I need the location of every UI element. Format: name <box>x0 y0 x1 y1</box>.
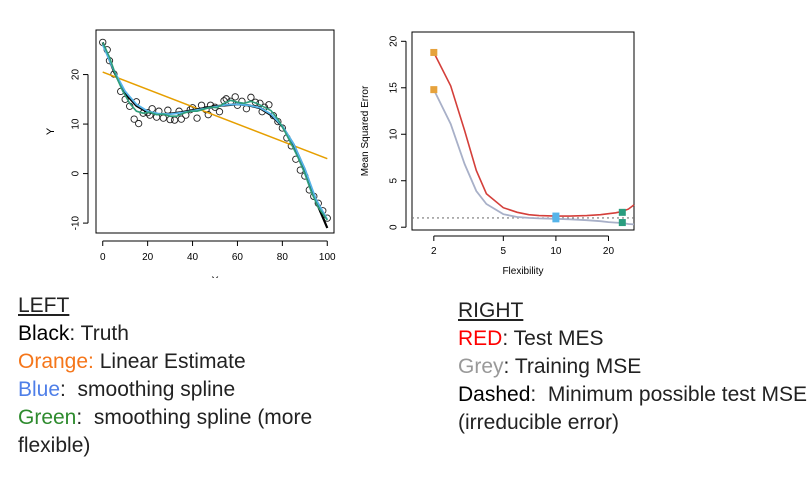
left-y-tick-label: -10 <box>71 215 82 230</box>
right-y-axis-label: Mean Squared Error <box>360 85 371 176</box>
left-x-tick-label: 80 <box>277 252 289 263</box>
legend-right-item: Dashed: Minimum possible test MSE (irred… <box>458 381 807 437</box>
legend-right-item-key: RED <box>458 327 503 350</box>
right-x-tick-label: 2 <box>431 246 437 257</box>
left-y-tick-label: 10 <box>71 118 82 130</box>
legend-right: RIGHT RED: Test MES Grey: Training MSE Das… <box>458 297 807 437</box>
left-truth-line <box>101 42 329 229</box>
right-y-tick-label: 10 <box>389 128 400 140</box>
right-x-axis-label: Flexibility <box>502 266 543 277</box>
left-data-point <box>242 105 251 113</box>
right-x-tick-label: 5 <box>501 246 507 257</box>
right-y-tick-label: 20 <box>389 35 400 47</box>
legend-right-item-text: Minimum possible test MSE (irreducible e… <box>458 383 807 434</box>
legend-right-item-key: Dashed <box>458 383 531 406</box>
legend-right-item-separator: : <box>503 355 510 378</box>
left-data-point <box>130 115 138 123</box>
left-x-tick-label: 0 <box>100 252 106 263</box>
legend-right-item-separator: : <box>502 327 509 350</box>
right-mse-marker <box>618 208 626 216</box>
left-x-tick-label: 40 <box>187 252 199 263</box>
legend-right-heading: RIGHT <box>458 299 524 322</box>
legend-left-item: Green: smoothing spline (more flexible) <box>18 404 378 460</box>
right-mse-marker <box>552 215 560 223</box>
legend-left-item-separator: : <box>76 406 83 429</box>
legend-right-item-text: Test MES <box>508 327 604 350</box>
right-test-mse-line <box>433 52 635 217</box>
legend-left-item-text: Linear Estimate <box>93 350 246 373</box>
left-data-point <box>231 93 239 101</box>
legend-right-items: RED: Test MES Grey: Training MSE Dashed: M… <box>458 325 807 437</box>
left-y-tick-label: 20 <box>71 69 82 81</box>
left-flexible-spline-line <box>101 42 328 221</box>
legend-right-item-separator: : <box>530 383 537 406</box>
legend-left: LEFT Black: Truth Orange: Linear Estimate… <box>18 292 378 460</box>
legend-right-item: Grey: Training MSE <box>458 353 807 381</box>
left-scatter-plot: 0 20 40 60 80 100 -10 0 10 20 X Y <box>45 29 336 278</box>
legend-left-item-text: smoothing spline <box>65 378 236 401</box>
left-x-tick-label: 60 <box>232 252 244 263</box>
left-smoothing-spline-line <box>101 44 329 221</box>
left-data-point <box>159 114 168 122</box>
right-mse-marker <box>430 86 438 94</box>
legend-left-item-separator: : <box>60 378 66 401</box>
left-data-point <box>170 116 179 124</box>
legend-left-item-text: smoothing spline (more flexible) <box>18 406 318 457</box>
left-x-tick-label: 100 <box>319 252 336 263</box>
legend-left-item-key: Black <box>18 322 70 345</box>
left-data-point <box>265 101 273 109</box>
legend-left-item: Black: Truth <box>18 320 378 348</box>
legend-left-item-key: Blue <box>18 378 61 401</box>
legend-left-heading: LEFT <box>18 294 70 317</box>
right-mse-marker <box>618 219 626 227</box>
left-x-tick-label: 20 <box>142 252 154 263</box>
left-y-tick-label: 0 <box>71 170 82 176</box>
left-plot-frame <box>95 29 335 234</box>
left-data-point <box>135 119 143 128</box>
legend-right-item-key: Grey <box>458 355 504 378</box>
right-x-tick-label: 10 <box>550 246 562 257</box>
right-y-tick-label: 5 <box>389 178 400 184</box>
left-y-axis-label: Y <box>45 127 57 135</box>
legend-left-item: Orange: Linear Estimate <box>18 348 378 376</box>
left-data-point <box>206 101 215 109</box>
right-training-mse-line <box>432 89 635 226</box>
right-y-tick-label: 0 <box>389 224 400 230</box>
legend-left-item: Blue: smoothing spline <box>18 376 378 404</box>
right-x-tick-label: 20 <box>603 246 615 257</box>
left-data-point <box>193 114 201 122</box>
right-y-tick-label: 15 <box>389 82 400 94</box>
left-data-point <box>177 115 185 123</box>
legend-right-item: RED: Test MES <box>458 325 807 353</box>
left-data-point <box>164 106 172 114</box>
right-mse-plot: 2 5 10 20 0 5 10 15 20 Flexibility Mean Squared Er… <box>360 31 635 277</box>
legend-left-items: Black: Truth Orange: Linear Estimate Blue:… <box>18 320 378 460</box>
legend-left-item-text: Truth <box>75 322 129 345</box>
right-plot-frame <box>411 31 635 231</box>
legend-right-item-text: Training MSE <box>509 355 642 378</box>
legend-left-item-key: Green <box>18 406 77 429</box>
right-mse-marker <box>430 48 438 56</box>
left-linear-fit-line <box>102 71 328 160</box>
left-x-axis-label: X <box>211 275 219 278</box>
left-data-point <box>215 108 224 116</box>
legend-left-item-key: Orange: <box>18 350 94 373</box>
legend-left-item-separator: : <box>69 322 76 345</box>
